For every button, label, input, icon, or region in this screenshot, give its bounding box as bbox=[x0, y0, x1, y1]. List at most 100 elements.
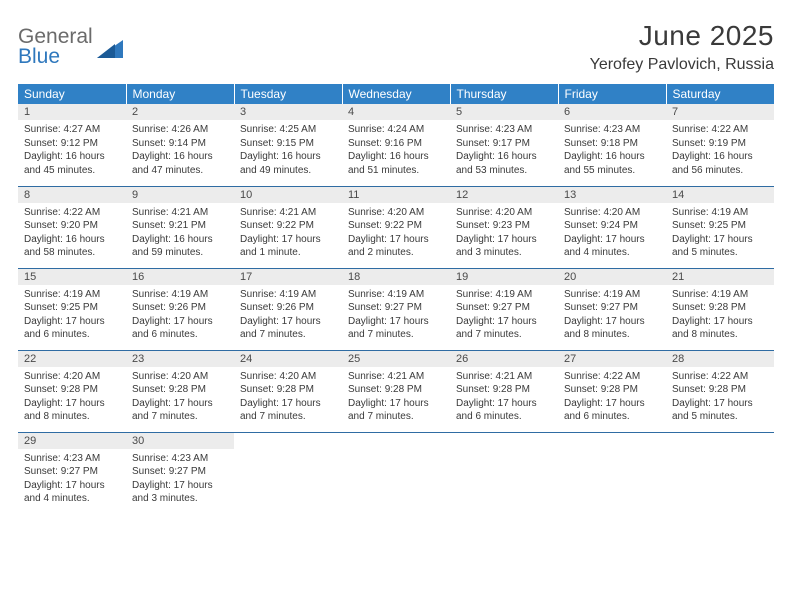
day-number: 2 bbox=[126, 104, 234, 120]
day-sunset: Sunset: 9:23 PM bbox=[456, 219, 552, 233]
day-d2: and 49 minutes. bbox=[240, 164, 336, 178]
calendar-cell: 2 Sunrise: 4:26 AMSunset: 9:14 PMDaylight… bbox=[126, 104, 234, 186]
day-d2: and 56 minutes. bbox=[672, 164, 768, 178]
calendar-cell: 20Sunrise: 4:19 AMSunset: 9:27 PMDayligh… bbox=[558, 268, 666, 350]
day-number: 11 bbox=[342, 187, 450, 203]
day-sunrise: Sunrise: 4:20 AM bbox=[240, 370, 336, 384]
day-details: Sunrise: 4:19 AMSunset: 9:28 PMDaylight:… bbox=[666, 285, 774, 346]
day-d1: Daylight: 16 hours bbox=[132, 150, 228, 164]
day-sunrise: Sunrise: 4:19 AM bbox=[672, 206, 768, 220]
day-sunrise: Sunrise: 4:20 AM bbox=[24, 370, 120, 384]
day-d1: Daylight: 17 hours bbox=[24, 479, 120, 493]
day-details: Sunrise: 4:21 AMSunset: 9:28 PMDaylight:… bbox=[450, 367, 558, 428]
day-d1: Daylight: 16 hours bbox=[456, 150, 552, 164]
day-sunrise: Sunrise: 4:25 AM bbox=[240, 123, 336, 137]
day-number: 28 bbox=[666, 351, 774, 367]
day-d2: and 6 minutes. bbox=[132, 328, 228, 342]
day-details: Sunrise: 4:20 AMSunset: 9:28 PMDaylight:… bbox=[126, 367, 234, 428]
day-sunrise: Sunrise: 4:19 AM bbox=[24, 288, 120, 302]
day-details: Sunrise: 4:23 AMSunset: 9:18 PMDaylight:… bbox=[558, 120, 666, 181]
day-d1: Daylight: 17 hours bbox=[564, 233, 660, 247]
day-sunset: Sunset: 9:27 PM bbox=[348, 301, 444, 315]
day-sunset: Sunset: 9:22 PM bbox=[348, 219, 444, 233]
calendar-cell: 5Sunrise: 4:23 AMSunset: 9:17 PMDaylight… bbox=[450, 104, 558, 186]
calendar-header-row: Sunday Monday Tuesday Wednesday Thursday… bbox=[18, 84, 774, 104]
day-number: 13 bbox=[558, 187, 666, 203]
day-d1: Daylight: 17 hours bbox=[240, 397, 336, 411]
day-sunrise: Sunrise: 4:20 AM bbox=[564, 206, 660, 220]
calendar-cell: 18Sunrise: 4:19 AMSunset: 9:27 PMDayligh… bbox=[342, 268, 450, 350]
day-d2: and 8 minutes. bbox=[24, 410, 120, 424]
calendar-row: 22Sunrise: 4:20 AMSunset: 9:28 PMDayligh… bbox=[18, 350, 774, 432]
day-sunset: Sunset: 9:18 PM bbox=[564, 137, 660, 151]
calendar-cell: 10Sunrise: 4:21 AMSunset: 9:22 PMDayligh… bbox=[234, 186, 342, 268]
day-sunset: Sunset: 9:27 PM bbox=[24, 465, 120, 479]
day-number: 25 bbox=[342, 351, 450, 367]
day-sunset: Sunset: 9:27 PM bbox=[456, 301, 552, 315]
day-d1: Daylight: 17 hours bbox=[240, 233, 336, 247]
day-sunset: Sunset: 9:28 PM bbox=[672, 301, 768, 315]
title-block: June 2025 Yerofey Pavlovich, Russia bbox=[590, 20, 774, 74]
day-d1: Daylight: 16 hours bbox=[24, 150, 120, 164]
day-d2: and 3 minutes. bbox=[456, 246, 552, 260]
day-number: 14 bbox=[666, 187, 774, 203]
day-d2: and 2 minutes. bbox=[348, 246, 444, 260]
weekday-header: Sunday bbox=[18, 84, 126, 104]
day-sunset: Sunset: 9:24 PM bbox=[564, 219, 660, 233]
day-details: Sunrise: 4:19 AMSunset: 9:27 PMDaylight:… bbox=[558, 285, 666, 346]
calendar-row: 15Sunrise: 4:19 AMSunset: 9:25 PMDayligh… bbox=[18, 268, 774, 350]
calendar-cell: 17Sunrise: 4:19 AMSunset: 9:26 PMDayligh… bbox=[234, 268, 342, 350]
day-sunset: Sunset: 9:14 PM bbox=[132, 137, 228, 151]
calendar-cell: 26Sunrise: 4:21 AMSunset: 9:28 PMDayligh… bbox=[450, 350, 558, 432]
day-sunrise: Sunrise: 4:21 AM bbox=[456, 370, 552, 384]
day-number: 15 bbox=[18, 269, 126, 285]
day-d1: Daylight: 17 hours bbox=[456, 315, 552, 329]
calendar-cell: 7Sunrise: 4:22 AMSunset: 9:19 PMDaylight… bbox=[666, 104, 774, 186]
day-d1: Daylight: 17 hours bbox=[348, 397, 444, 411]
day-sunrise: Sunrise: 4:22 AM bbox=[672, 370, 768, 384]
day-sunrise: Sunrise: 4:21 AM bbox=[348, 370, 444, 384]
day-d1: Daylight: 17 hours bbox=[564, 315, 660, 329]
day-d2: and 58 minutes. bbox=[24, 246, 120, 260]
day-details: Sunrise: 4:27 AMSunset: 9:12 PMDaylight:… bbox=[18, 120, 126, 181]
day-d2: and 55 minutes. bbox=[564, 164, 660, 178]
day-details: Sunrise: 4:20 AMSunset: 9:28 PMDaylight:… bbox=[234, 367, 342, 428]
day-sunset: Sunset: 9:28 PM bbox=[564, 383, 660, 397]
day-sunrise: Sunrise: 4:26 AM bbox=[132, 123, 228, 137]
day-number: 6 bbox=[558, 104, 666, 120]
day-number: 12 bbox=[450, 187, 558, 203]
day-number: 9 bbox=[126, 187, 234, 203]
day-details: Sunrise: 4:21 AMSunset: 9:22 PMDaylight:… bbox=[234, 203, 342, 264]
calendar-cell: 4Sunrise: 4:24 AMSunset: 9:16 PMDaylight… bbox=[342, 104, 450, 186]
day-sunset: Sunset: 9:28 PM bbox=[240, 383, 336, 397]
weekday-header: Thursday bbox=[450, 84, 558, 104]
day-number: 27 bbox=[558, 351, 666, 367]
day-d2: and 7 minutes. bbox=[132, 410, 228, 424]
day-details: Sunrise: 4:23 AMSunset: 9:17 PMDaylight:… bbox=[450, 120, 558, 181]
calendar-cell: 6Sunrise: 4:23 AMSunset: 9:18 PMDaylight… bbox=[558, 104, 666, 186]
day-number: 8 bbox=[18, 187, 126, 203]
day-sunrise: Sunrise: 4:24 AM bbox=[348, 123, 444, 137]
day-sunrise: Sunrise: 4:23 AM bbox=[564, 123, 660, 137]
day-d2: and 47 minutes. bbox=[132, 164, 228, 178]
day-number: 3 bbox=[234, 104, 342, 120]
day-details: Sunrise: 4:19 AMSunset: 9:27 PMDaylight:… bbox=[450, 285, 558, 346]
day-d1: Daylight: 17 hours bbox=[24, 315, 120, 329]
calendar-body: 1Sunrise: 4:27 AMSunset: 9:12 PMDaylight… bbox=[18, 104, 774, 514]
day-sunrise: Sunrise: 4:22 AM bbox=[672, 123, 768, 137]
day-sunrise: Sunrise: 4:20 AM bbox=[348, 206, 444, 220]
day-d1: Daylight: 17 hours bbox=[456, 397, 552, 411]
day-d1: Daylight: 17 hours bbox=[240, 315, 336, 329]
day-d1: Daylight: 16 hours bbox=[132, 233, 228, 247]
weekday-header: Tuesday bbox=[234, 84, 342, 104]
day-number: 30 bbox=[126, 433, 234, 449]
day-d2: and 7 minutes. bbox=[348, 328, 444, 342]
day-d1: Daylight: 17 hours bbox=[672, 315, 768, 329]
day-sunset: Sunset: 9:17 PM bbox=[456, 137, 552, 151]
calendar-cell bbox=[666, 432, 774, 514]
calendar-cell: 27Sunrise: 4:22 AMSunset: 9:28 PMDayligh… bbox=[558, 350, 666, 432]
day-d1: Daylight: 16 hours bbox=[240, 150, 336, 164]
day-d2: and 6 minutes. bbox=[456, 410, 552, 424]
day-number: 23 bbox=[126, 351, 234, 367]
day-d2: and 5 minutes. bbox=[672, 246, 768, 260]
